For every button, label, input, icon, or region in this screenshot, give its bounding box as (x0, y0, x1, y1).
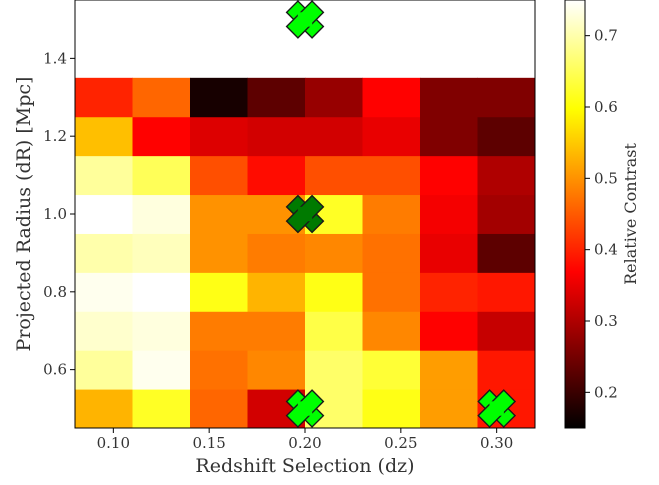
heatmap-cell (133, 272, 191, 311)
heatmap-cell (248, 233, 306, 272)
y-axis-ticks: 0.6 0.8 1.0 1.2 1.4 (43, 49, 75, 378)
heatmap-cell (133, 350, 191, 389)
heatmap-cell (190, 272, 248, 311)
heatmap-cell (420, 272, 478, 311)
heatmap-cell (305, 78, 363, 117)
heatmap-cell (75, 389, 133, 428)
heatmap-cell (75, 78, 133, 117)
x-tick-label: 0.15 (192, 434, 225, 452)
heatmap-cell (363, 195, 421, 234)
heatmap-cells (75, 78, 536, 429)
heatmap-cell (420, 117, 478, 156)
colorbar-tick-label: 0.2 (594, 383, 618, 401)
heatmap-cell (190, 156, 248, 195)
y-tick-label: 1.4 (43, 49, 67, 67)
heatmap-cell (190, 117, 248, 156)
x-tick-label: 0.25 (384, 434, 417, 452)
heatmap-cell (363, 117, 421, 156)
heatmap-cell (420, 195, 478, 234)
heatmap-cell (420, 350, 478, 389)
heatmap-cell (75, 311, 133, 350)
colorbar-ticks: 0.2 0.3 0.4 0.5 0.6 0.7 (585, 27, 618, 402)
heatmap-cell (420, 389, 478, 428)
x-marker-center (298, 12, 312, 26)
x-marker-center (298, 207, 312, 221)
heatmap-cell (420, 78, 478, 117)
y-axis-label: Projected Radius (dR) [Mpc] (13, 77, 35, 352)
colorbar-tick-label: 0.7 (594, 27, 618, 45)
heatmap-cell (75, 233, 133, 272)
heatmap-cell (133, 233, 191, 272)
heatmap-cell (305, 233, 363, 272)
heatmap-cell (133, 195, 191, 234)
heatmap-cell (305, 311, 363, 350)
heatmap-cell (478, 195, 536, 234)
x-tick-label: 0.10 (97, 434, 130, 452)
heatmap-cell (478, 78, 536, 117)
colorbar-tick-label: 0.5 (594, 169, 618, 187)
colorbar-tick-label: 0.4 (594, 241, 618, 259)
heatmap-cell (133, 389, 191, 428)
heatmap-cell (75, 350, 133, 389)
heatmap-cell (190, 311, 248, 350)
x-tick-label: 0.30 (480, 434, 513, 452)
heatmap-cell (363, 233, 421, 272)
heatmap-cell (478, 272, 536, 311)
heatmap-cell (248, 350, 306, 389)
x-marker-center (298, 401, 312, 415)
y-tick-label: 1.0 (43, 205, 67, 223)
heatmap-cell (248, 78, 306, 117)
heatmap-cell (133, 156, 191, 195)
heatmap-cell (248, 156, 306, 195)
x-tick-label: 0.20 (288, 434, 321, 452)
heatmap-cell (190, 350, 248, 389)
heatmap-cell (133, 117, 191, 156)
heatmap-cell (75, 272, 133, 311)
heatmap-cell (363, 350, 421, 389)
heatmap-cell (248, 311, 306, 350)
heatmap-cell (363, 272, 421, 311)
colorbar-label: Relative Contrast (621, 143, 640, 285)
heatmap-cell (75, 156, 133, 195)
heatmap-cell (190, 389, 248, 428)
colorbar-tick-label: 0.6 (594, 98, 618, 116)
heatmap-cell (478, 233, 536, 272)
heatmap-cell (190, 78, 248, 117)
heatmap-cell (478, 156, 536, 195)
heatmap-cell (75, 195, 133, 234)
heatmap-cell (363, 78, 421, 117)
heatmap-cell (190, 195, 248, 234)
heatmap-cell (248, 117, 306, 156)
colorbar-tick-label: 0.3 (594, 312, 618, 330)
heatmap-cell (363, 389, 421, 428)
heatmap-cell (133, 311, 191, 350)
heatmap-cell (305, 156, 363, 195)
colorbar (565, 0, 585, 428)
heatmap-cell (133, 78, 191, 117)
heatmap-cell (190, 233, 248, 272)
x-axis-ticks: 0.10 0.15 0.20 0.25 0.30 (97, 428, 514, 452)
heatmap-cell (363, 156, 421, 195)
heatmap-cell (478, 350, 536, 389)
x-axis-label: Redshift Selection (dz) (195, 455, 414, 477)
heatmap-cell (248, 272, 306, 311)
heatmap-cell (305, 117, 363, 156)
heatmap-cell (478, 311, 536, 350)
y-tick-label: 0.8 (43, 283, 67, 301)
heatmap-cell (75, 117, 133, 156)
heatmap-cell (420, 233, 478, 272)
heatmap-cell (305, 350, 363, 389)
y-tick-label: 0.6 (43, 361, 67, 379)
heatmap-cell (420, 311, 478, 350)
heatmap-cell (305, 272, 363, 311)
y-tick-label: 1.2 (43, 127, 67, 145)
heatmap-cell (478, 117, 536, 156)
heatmap-cell (420, 156, 478, 195)
heatmap-cell (363, 311, 421, 350)
x-marker-center (489, 401, 503, 415)
